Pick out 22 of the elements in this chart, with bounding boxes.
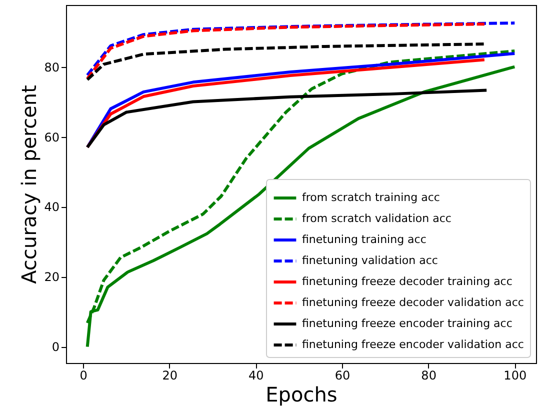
legend-label: finetuning training acc bbox=[302, 233, 426, 246]
y-tick-label: 60 bbox=[44, 130, 60, 144]
y-axis-title: Accuracy in percent bbox=[17, 84, 42, 284]
legend-label: from scratch validation acc bbox=[302, 212, 452, 225]
legend-label: finetuning freeze decoder training acc bbox=[302, 275, 512, 288]
x-tick-label: 100 bbox=[504, 368, 527, 382]
x-tick-label: 20 bbox=[162, 368, 178, 382]
x-tick-label: 40 bbox=[248, 368, 264, 382]
line-series bbox=[86, 88, 488, 149]
legend-label: finetuning freeze encoder validation acc bbox=[302, 338, 524, 351]
x-tick-label: 80 bbox=[421, 368, 436, 382]
y-tick-label: 40 bbox=[44, 200, 60, 214]
legend-label: finetuning freeze decoder validation acc bbox=[302, 296, 524, 309]
legend-label: finetuning freeze encoder training acc bbox=[302, 317, 512, 330]
x-tick-label: 0 bbox=[80, 368, 88, 382]
x-tick-label: 60 bbox=[334, 368, 350, 382]
y-tick-label: 20 bbox=[44, 270, 60, 284]
legend-label: from scratch training acc bbox=[302, 191, 440, 204]
y-tick-label: 0 bbox=[52, 340, 60, 354]
legend-label: finetuning validation acc bbox=[302, 254, 438, 267]
x-axis-title: Epochs bbox=[266, 382, 338, 406]
y-tick-label: 80 bbox=[44, 60, 60, 74]
